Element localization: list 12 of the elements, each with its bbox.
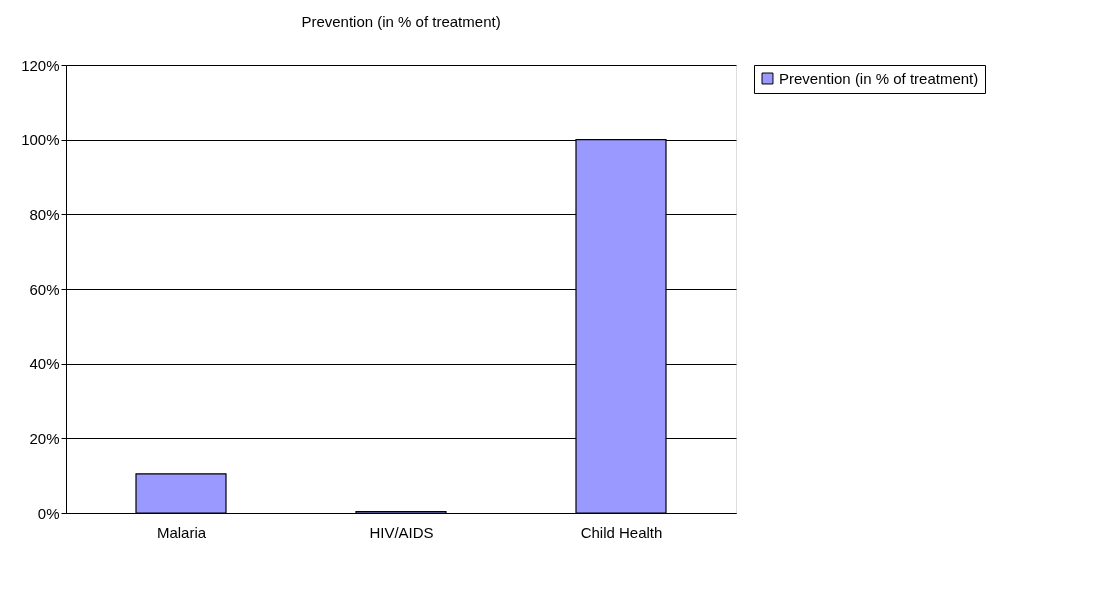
y-tick-label: 120% xyxy=(21,56,60,74)
chart-title: Prevention (in % of treatment) xyxy=(301,13,501,30)
y-tick-label: 40% xyxy=(29,355,60,373)
x-tick-label: Child Health xyxy=(580,523,663,541)
y-tick-label: 100% xyxy=(21,131,60,149)
x-tick-label: HIV/AIDS xyxy=(369,523,434,541)
y-tick-label: 80% xyxy=(29,205,60,223)
y-tick-label: 60% xyxy=(29,280,60,298)
legend-label: Prevention (in % of treatment) xyxy=(779,69,979,87)
y-tick-label: 0% xyxy=(37,504,60,522)
y-tick-label: 20% xyxy=(29,429,60,447)
x-tick-label: Malaria xyxy=(156,523,207,541)
